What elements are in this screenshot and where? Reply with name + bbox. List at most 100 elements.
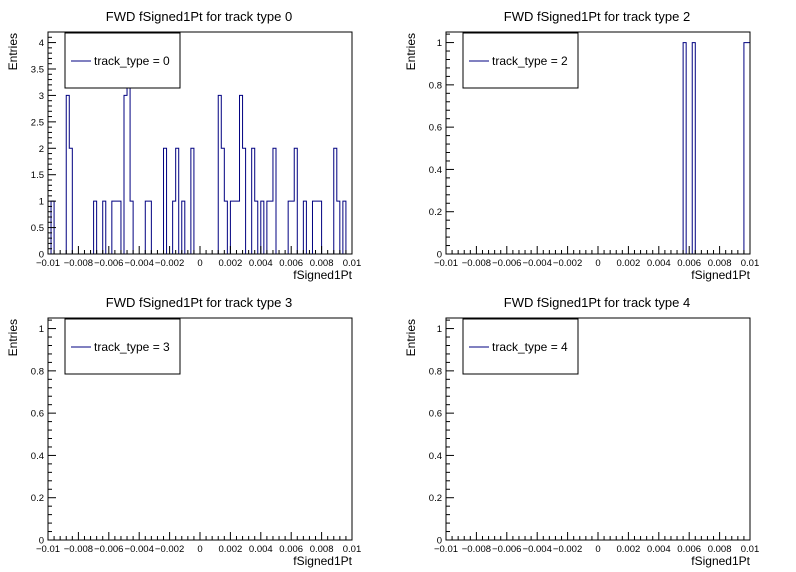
x-tick-label: 0.008 — [310, 258, 334, 269]
x-axis-label: fSigned1Pt — [293, 554, 352, 568]
x-tick-label: 0.006 — [279, 258, 303, 269]
x-tick-label: 0.008 — [708, 258, 732, 269]
chart-title: FWD fSigned1Pt for track type 0 — [106, 9, 292, 24]
y-tick-label: 3 — [39, 91, 44, 102]
y-tick-label: 1.5 — [31, 170, 44, 181]
histogram-bin-31 — [337, 201, 340, 254]
histogram-bin-13 — [182, 201, 185, 254]
histogram-bin-8 — [130, 201, 133, 254]
x-tick-label: −0.008 — [64, 544, 93, 555]
x-tick-label: 0 — [197, 544, 202, 555]
histogram-bin-22 — [255, 201, 258, 254]
x-tick-label: 0.002 — [617, 544, 641, 555]
y-axis-label: Entries — [6, 319, 20, 356]
x-tick-label: 0.01 — [343, 544, 362, 555]
x-tick-label: −0.002 — [155, 258, 184, 269]
histogram-bin-2 — [69, 148, 72, 254]
x-tick-label: −0.01 — [434, 544, 458, 555]
legend-label: track_type = 2 — [492, 54, 568, 68]
y-tick-label: 1 — [39, 324, 44, 335]
y-tick-label: 2.5 — [31, 117, 44, 128]
y-tick-label: 0 — [437, 536, 442, 547]
y-tick-label: 2 — [39, 144, 44, 155]
histogram-bin-1 — [66, 95, 69, 254]
y-tick-label: 0.6 — [31, 409, 44, 420]
x-tick-label: −0.01 — [36, 544, 60, 555]
x-tick-label: 0.004 — [647, 544, 671, 555]
x-tick-label: 0.01 — [741, 258, 760, 269]
chart-pad-0: FWD fSigned1Pt for track type 0 −0.01 −0.0… — [6, 9, 361, 282]
x-tick-label: 0.002 — [219, 544, 243, 555]
histogram-bin-16 — [221, 148, 224, 254]
y-tick-label: 0 — [39, 250, 44, 261]
legend-label: track_type = 4 — [492, 340, 568, 354]
y-tick-label: 0.4 — [31, 451, 44, 462]
y-tick-label: 1 — [437, 324, 442, 335]
x-tick-label: 0 — [595, 544, 600, 555]
histogram-bin-12 — [176, 148, 179, 254]
x-tick-label: 0.004 — [647, 258, 671, 269]
x-axis-label: fSigned1Pt — [691, 554, 750, 568]
x-tick-label: −0.006 — [94, 544, 123, 555]
histogram-bin-4 — [103, 201, 106, 254]
x-tick-label: −0.008 — [64, 258, 93, 269]
chart-title: FWD fSigned1Pt for track type 4 — [504, 295, 690, 310]
y-tick-label: 1 — [39, 197, 44, 208]
y-tick-label: 0.8 — [429, 366, 442, 377]
y-axis-label: Entries — [6, 33, 20, 70]
histogram-bin-3 — [94, 201, 97, 254]
chart-pad-1: FWD fSigned1Pt for track type 2 −0.01 −0.0… — [404, 9, 759, 282]
x-tick-label: 0.008 — [708, 544, 732, 555]
chart-title: FWD fSigned1Pt for track type 3 — [106, 295, 292, 310]
x-tick-label: 0 — [595, 258, 600, 269]
histogram-bin-9 — [145, 201, 151, 254]
y-tick-label: 0.5 — [31, 223, 44, 234]
histogram-bin-19 — [240, 95, 243, 254]
y-tick-label: 1 — [437, 38, 442, 49]
x-axis-label: fSigned1Pt — [293, 268, 352, 282]
y-axis-label: Entries — [404, 33, 418, 70]
x-tick-label: −0.01 — [434, 258, 458, 269]
x-tick-label: −0.008 — [462, 258, 491, 269]
x-tick-label: 0.002 — [617, 258, 641, 269]
x-tick-label: −0.002 — [553, 544, 582, 555]
y-tick-label: 0.2 — [429, 207, 442, 218]
x-tick-label: −0.002 — [553, 258, 582, 269]
histogram-bin-6 — [124, 95, 127, 254]
x-tick-label: −0.006 — [492, 258, 521, 269]
y-tick-label: 0.6 — [429, 409, 442, 420]
x-tick-label: 0 — [197, 258, 202, 269]
x-tick-label: −0.006 — [94, 258, 123, 269]
y-tick-label: 0.8 — [31, 366, 44, 377]
legend-label: track_type = 0 — [94, 54, 170, 68]
y-tick-label: 3.5 — [31, 65, 44, 76]
y-tick-label: 0.4 — [429, 165, 442, 176]
x-tick-label: −0.008 — [462, 544, 491, 555]
legend-label: track_type = 3 — [94, 340, 170, 354]
histogram-bin-10 — [164, 148, 167, 254]
histogram-bin-20 — [243, 148, 246, 254]
y-tick-label: 0.2 — [429, 493, 442, 504]
y-tick-label: 0.6 — [429, 123, 442, 134]
histogram-bin-27 — [294, 148, 297, 254]
histogram-bin-15 — [218, 95, 221, 254]
y-tick-label: 0 — [39, 536, 44, 547]
histogram-series — [682, 42, 751, 255]
histogram-bin-14 — [191, 148, 194, 254]
chart-pad-3: FWD fSigned1Pt for track type 4 −0.01 −0.0… — [404, 295, 759, 568]
histogram-bin-11 — [173, 201, 176, 254]
x-tick-label: 0.006 — [677, 258, 701, 269]
x-tick-label: 0.01 — [741, 544, 760, 555]
histogram-bin-0 — [683, 43, 686, 254]
x-tick-label: 0.004 — [249, 544, 273, 555]
histogram-bin-17 — [224, 201, 227, 254]
x-tick-label: 0.01 — [343, 258, 362, 269]
x-tick-label: −0.01 — [36, 258, 60, 269]
histogram-bin-1 — [692, 43, 695, 254]
histogram-bin-2 — [744, 43, 747, 254]
y-tick-label: 4 — [39, 38, 44, 49]
x-tick-label: −0.004 — [125, 544, 154, 555]
y-tick-label: 0.2 — [31, 493, 44, 504]
histogram-bin-24 — [267, 201, 273, 254]
x-tick-label: 0.006 — [677, 544, 701, 555]
